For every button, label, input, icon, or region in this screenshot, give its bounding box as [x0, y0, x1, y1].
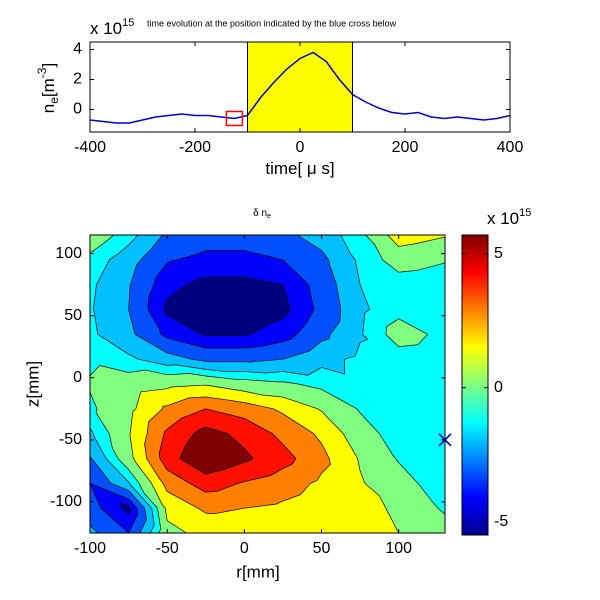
- y-tick-label: 100: [55, 245, 82, 262]
- y-tick-label: -100: [50, 493, 82, 510]
- x-tick-label: 400: [497, 139, 524, 156]
- contour-line: [158, 408, 297, 493]
- y-tick-label: 4: [73, 41, 82, 58]
- exponent-label: x 1015: [90, 17, 134, 39]
- colorbar-tick-label: 5: [494, 245, 503, 262]
- y-tick-label: 50: [64, 307, 82, 324]
- colorbar-exponent: x 1015: [487, 207, 531, 229]
- y-axis-label: ne[m-3]: [35, 63, 61, 113]
- x-tick-label: 0: [296, 139, 305, 156]
- y-tick-label: 0: [73, 101, 82, 118]
- x-tick-label: 100: [385, 540, 412, 557]
- contour-line: [89, 234, 446, 534]
- x-axis-label: r[mm]: [236, 562, 279, 581]
- contour-line: [179, 426, 254, 475]
- colorbar-tick-label: -5: [494, 513, 508, 530]
- contour-line: [89, 234, 371, 534]
- x-axis-label: time[ μ s]: [265, 159, 334, 178]
- contour-line: [89, 234, 342, 534]
- contour-line: [89, 250, 315, 534]
- highlight-span: [247, 41, 353, 133]
- y-tick-label: 0: [73, 369, 82, 386]
- data-line: [89, 51, 511, 124]
- x-tick-label: 200: [392, 139, 419, 156]
- x-tick-label: 50: [313, 540, 331, 557]
- chart-title: δ ne: [253, 208, 271, 220]
- x-tick-label: -50: [156, 540, 179, 557]
- chart-title: time evolution at the position indicated…: [147, 18, 397, 28]
- y-tick-label: 2: [73, 71, 82, 88]
- contour-line: [144, 396, 331, 515]
- y-tick-label: -50: [59, 431, 82, 448]
- x-tick-label: 0: [240, 540, 249, 557]
- contour-line: [119, 276, 291, 515]
- x-tick-label: -200: [179, 139, 211, 156]
- x-tick-label: -100: [74, 540, 106, 557]
- x-tick-label: -400: [74, 139, 106, 156]
- axes-box: [89, 234, 446, 534]
- y-axis-label: z[mm]: [23, 361, 42, 407]
- contour-line: [129, 234, 446, 534]
- colorbar: [461, 234, 489, 536]
- position-marker: [225, 110, 244, 127]
- colorbar-tick-label: 0: [494, 379, 503, 396]
- axes-box: [89, 41, 511, 133]
